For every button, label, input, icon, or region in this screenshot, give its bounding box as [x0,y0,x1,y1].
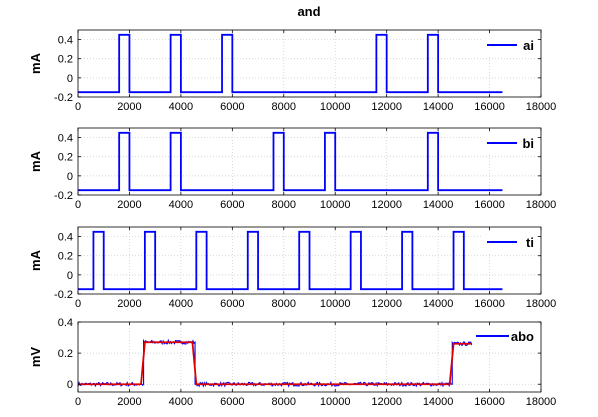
y-tick-label: 0 [67,171,73,183]
x-tick-label: 2000 [117,101,141,113]
plot-area [78,30,541,97]
series-line-ai [78,33,503,94]
x-tick-label: 12000 [371,101,402,113]
x-tick-label: 8000 [272,298,296,310]
y-tick-label: 0.4 [58,232,73,244]
y-tick-label: 0 [67,379,73,391]
y-tick-label: -0.2 [54,92,73,104]
x-tick-label: 14000 [423,199,454,211]
y-axis-label: mV [28,347,43,368]
x-tick-label: 4000 [169,298,193,310]
x-tick-label: 2000 [117,199,141,211]
x-tick-label: 2000 [117,396,141,408]
x-tick-label: 12000 [371,298,402,310]
y-tick-label: 0.2 [58,251,73,263]
x-tick-label: 0 [75,396,81,408]
x-tick-label: 0 [75,298,81,310]
x-tick-label: 18000 [526,199,557,211]
x-tick-label: 4000 [169,101,193,113]
axes-frame [77,226,542,295]
x-tick-label: 10000 [320,101,351,113]
subplot-bi: 0 2000 4000 6000 8000 10000 12000 14000 16000 180… [28,127,557,211]
legend-label: ai [523,38,534,53]
y-tick-label: -0.2 [54,190,73,202]
y-axis-label: mA [28,150,43,172]
x-tick-label: 6000 [220,298,244,310]
x-tick-label: 12000 [371,199,402,211]
subplot-ai: 0 2000 4000 6000 8000 10000 12000 14000 16000 180… [28,29,557,113]
x-tick-label: 4000 [169,199,193,211]
x-tick-label: 8000 [272,199,296,211]
legend-label: bi [522,136,534,151]
series-line-ti [78,230,503,291]
x-tick-label: 16000 [474,199,505,211]
x-tick-label: 14000 [423,396,454,408]
subplot-abo: 0 2000 4000 6000 8000 10000 12000 14000 16000 180… [28,317,556,408]
x-tick-label: 0 [75,101,81,113]
y-tick-label: 0.2 [58,152,73,164]
y-tick-label: 0 [67,73,73,85]
plot-area [78,128,541,195]
y-tick-label: 0.2 [58,54,73,66]
y-tick-label: 0 [67,270,73,282]
x-tick-label: 18000 [526,101,557,113]
x-tick-label: 6000 [220,101,244,113]
subplot-ti: 0 2000 4000 6000 8000 10000 12000 14000 16000 180… [28,226,557,310]
y-tick-label: -0.2 [54,289,73,301]
x-tick-label: 8000 [272,101,296,113]
plot-area [78,322,541,392]
series-line-series-1 [78,341,503,386]
legend: ti [483,231,537,253]
x-tick-label: 10000 [320,298,351,310]
x-tick-label: 16000 [474,298,505,310]
legend: ai [483,34,537,56]
legend-label: ti [526,235,534,250]
legend: bi [483,132,537,154]
y-tick-label: 0.4 [58,133,73,145]
axes-frame [77,321,542,393]
y-tick-label: 0.2 [58,348,73,360]
x-tick-label: 0 [75,199,81,211]
x-tick-label: 4000 [169,396,193,408]
y-axis-label: mA [28,52,43,74]
axes-frame [77,127,542,196]
x-tick-label: 6000 [220,199,244,211]
x-tick-label: 2000 [117,298,141,310]
x-tick-label: 12000 [371,396,402,408]
x-tick-label: 14000 [423,298,454,310]
figure-title: and [297,4,320,19]
x-tick-label: 18000 [526,396,557,408]
y-axis-label: mA [28,249,43,271]
x-tick-label: 6000 [220,396,244,408]
y-tick-label: 0.4 [58,317,73,329]
axes-frame [77,29,542,98]
x-tick-label: 16000 [474,396,505,408]
x-tick-label: 8000 [272,396,296,408]
y-tick-label: 0.4 [58,35,73,47]
x-tick-label: 16000 [474,101,505,113]
legend: abo [472,326,537,346]
x-tick-label: 18000 [526,298,557,310]
x-tick-label: 10000 [320,396,351,408]
x-tick-label: 10000 [320,199,351,211]
series-line-bi [78,131,503,192]
legend-label: abo [511,329,534,344]
x-tick-label: 14000 [423,101,454,113]
